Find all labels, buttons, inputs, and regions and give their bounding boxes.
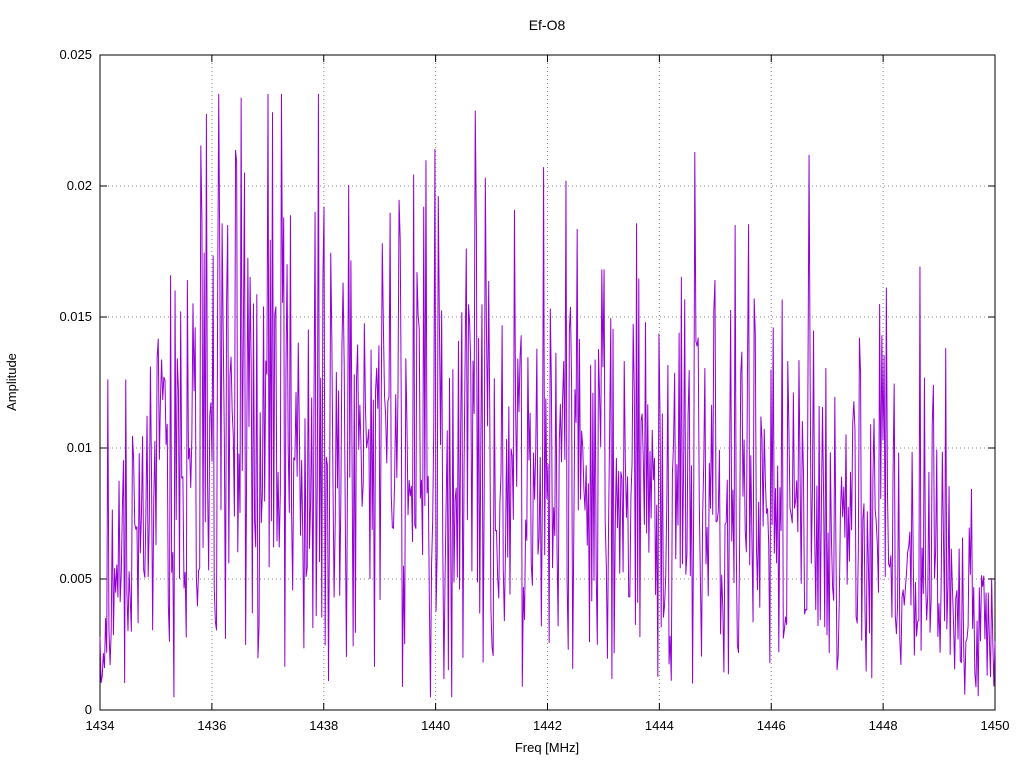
x-axis-label: Freq [MHz] — [515, 740, 579, 755]
y-tick-label: 0.025 — [59, 47, 92, 62]
x-tick-label: 1434 — [86, 718, 115, 733]
y-tick-label: 0 — [85, 702, 92, 717]
spectrum-line — [99, 93, 996, 698]
y-tick-label: 0.01 — [67, 440, 92, 455]
x-tick-label: 1444 — [645, 718, 674, 733]
x-tick-labels: 1434 1436 1438 1440 1442 1444 1446 1448 1450 — [86, 718, 1010, 733]
chart-title: Ef-O8 — [529, 17, 566, 33]
x-tick-label: 1450 — [981, 718, 1010, 733]
x-tick-label: 1438 — [309, 718, 338, 733]
x-tick-label: 1446 — [757, 718, 786, 733]
y-axis-label: Amplitude — [4, 353, 19, 411]
x-tick-label: 1440 — [421, 718, 450, 733]
x-tick-label: 1442 — [533, 718, 562, 733]
y-tick-label: 0.015 — [59, 309, 92, 324]
y-tick-labels: 0 0.005 0.01 0.015 0.02 0.025 — [59, 47, 92, 717]
y-tick-label: 0.005 — [59, 571, 92, 586]
x-tick-label: 1448 — [869, 718, 898, 733]
x-tick-label: 1436 — [197, 718, 226, 733]
y-tick-label: 0.02 — [67, 178, 92, 193]
